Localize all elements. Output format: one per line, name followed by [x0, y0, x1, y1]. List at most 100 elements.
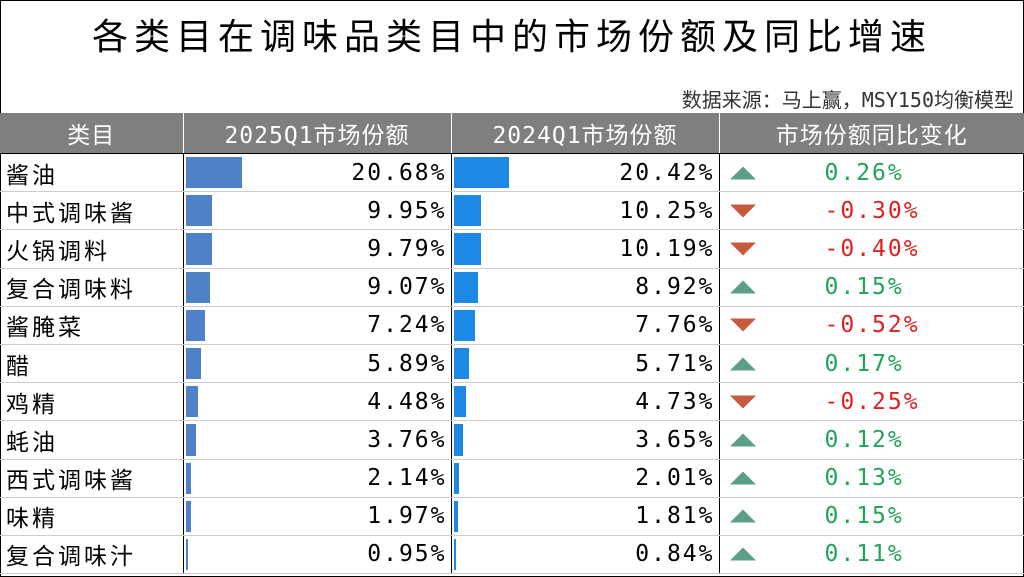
category-cell: 中式调味酱	[0, 191, 184, 231]
share-2024-cell: 10.25%	[451, 191, 720, 231]
share-2025-cell: 2.14%	[183, 459, 452, 498]
share-value: 2.14%	[367, 465, 447, 492]
table-body: 酱油 20.68% 20.42% 0.26% 中式调味酱 9.95% 10.25% -0.30…	[0, 153, 1024, 575]
data-source: 数据来源：马上赢，MSY150均衡模型	[681, 88, 1014, 112]
data-bar	[185, 157, 242, 189]
table-row: 火锅调料 9.79% 10.19% -0.40%	[0, 229, 1024, 269]
table-row: 中式调味酱 9.95% 10.25% -0.30%	[0, 191, 1024, 231]
share-2025-cell: 20.68%	[183, 153, 452, 193]
data-bar	[185, 500, 191, 532]
share-2025-cell: 9.79%	[183, 229, 452, 269]
share-value: 1.81%	[635, 503, 715, 530]
table-row: 复合调味汁 0.95% 0.84% 0.11%	[0, 535, 1024, 575]
share-2024-cell: 7.76%	[451, 306, 720, 345]
header-share-2025: 2025Q1市场份额	[182, 113, 451, 154]
share-2024-cell: 1.81%	[451, 497, 720, 536]
triangle-up-icon	[729, 280, 756, 294]
category-cell: 蚝油	[0, 420, 184, 460]
data-bar	[453, 462, 459, 494]
data-bar	[453, 195, 482, 227]
change-value: 0.26%	[824, 159, 904, 186]
change-cell: -0.52%	[719, 306, 1024, 345]
change-cell: 0.13%	[719, 459, 1024, 498]
table-row: 西式调味酱 2.14% 2.01% 0.13%	[0, 459, 1024, 498]
triangle-up-icon	[729, 357, 756, 371]
data-bar	[185, 233, 212, 265]
data-bar	[185, 424, 196, 456]
category-cell: 复合调味汁	[0, 535, 184, 575]
share-value: 3.65%	[635, 426, 715, 453]
change-cell: 0.17%	[719, 344, 1024, 384]
change-value: -0.25%	[824, 388, 920, 415]
change-cell: 0.15%	[719, 268, 1024, 307]
category-cell: 复合调味料	[0, 268, 184, 307]
data-bar	[185, 309, 206, 341]
triangle-down-icon	[729, 242, 756, 256]
change-cell: -0.30%	[719, 191, 1024, 231]
change-value: 0.17%	[824, 350, 904, 377]
data-bar	[185, 538, 189, 571]
share-2024-cell: 3.65%	[451, 420, 720, 460]
change-value: 0.12%	[824, 426, 904, 453]
change-cell: 0.12%	[719, 420, 1024, 460]
share-value: 20.42%	[619, 159, 715, 186]
header-share-2024: 2024Q1市场份额	[450, 113, 719, 154]
share-value: 0.84%	[635, 541, 715, 568]
table-row: 复合调味料 9.07% 8.92% 0.15%	[0, 268, 1024, 307]
category-cell: 醋	[0, 344, 184, 384]
share-2024-cell: 0.84%	[451, 535, 720, 575]
share-value: 9.79%	[367, 235, 447, 262]
triangle-up-icon	[729, 166, 756, 180]
share-2025-cell: 1.97%	[183, 497, 452, 536]
share-value: 0.95%	[367, 541, 447, 568]
category-cell: 西式调味酱	[0, 459, 184, 498]
table-row: 醋 5.89% 5.71% 0.17%	[0, 344, 1024, 384]
share-2024-cell: 2.01%	[451, 459, 720, 498]
share-2024-cell: 5.71%	[451, 344, 720, 384]
share-2024-cell: 8.92%	[451, 268, 720, 307]
change-value: 0.15%	[824, 274, 904, 301]
share-value: 8.92%	[635, 274, 715, 301]
share-2025-cell: 4.48%	[183, 382, 452, 422]
change-value: -0.40%	[824, 235, 920, 262]
share-2025-cell: 0.95%	[183, 535, 452, 575]
triangle-down-icon	[729, 395, 756, 409]
change-value: -0.52%	[824, 312, 920, 339]
triangle-down-icon	[729, 318, 756, 332]
share-2025-cell: 9.07%	[183, 268, 452, 307]
table-row: 鸡精 4.48% 4.73% -0.25%	[0, 382, 1024, 422]
table-row: 蚝油 3.76% 3.65% 0.12%	[0, 420, 1024, 460]
data-bar	[185, 271, 211, 303]
triangle-up-icon	[729, 471, 756, 485]
table-row: 酱油 20.68% 20.42% 0.26%	[0, 153, 1024, 193]
share-2024-cell: 4.73%	[451, 382, 720, 422]
share-2025-cell: 3.76%	[183, 420, 452, 460]
header-category: 类目	[0, 113, 183, 154]
share-value: 4.73%	[635, 388, 715, 415]
change-value: 0.13%	[824, 465, 904, 492]
change-cell: -0.40%	[719, 229, 1024, 269]
share-value: 20.68%	[351, 159, 447, 186]
triangle-up-icon	[729, 509, 756, 523]
share-2024-cell: 10.19%	[451, 229, 720, 269]
share-value: 10.25%	[619, 197, 715, 224]
triangle-up-icon	[729, 547, 756, 561]
change-value: 0.11%	[824, 541, 904, 568]
share-value: 5.89%	[367, 350, 447, 377]
change-cell: -0.25%	[719, 382, 1024, 422]
data-bar	[453, 538, 456, 571]
data-bar	[453, 271, 478, 303]
change-cell: 0.15%	[719, 497, 1024, 536]
share-2024-cell: 20.42%	[451, 153, 720, 193]
data-bar	[185, 462, 192, 494]
share-table: 类目 2025Q1市场份额 2024Q1市场份额 市场份额同比变化 酱油 20.6…	[0, 113, 1024, 575]
category-cell: 味精	[0, 497, 184, 536]
header-row: 类目 2025Q1市场份额 2024Q1市场份额 市场份额同比变化	[0, 113, 1024, 154]
data-bar	[453, 309, 475, 341]
table-row: 味精 1.97% 1.81% 0.15%	[0, 497, 1024, 536]
share-value: 5.71%	[635, 350, 715, 377]
share-value: 2.01%	[635, 465, 715, 492]
share-value: 3.76%	[367, 426, 447, 453]
data-bar	[453, 386, 467, 418]
share-value: 7.76%	[635, 312, 715, 339]
